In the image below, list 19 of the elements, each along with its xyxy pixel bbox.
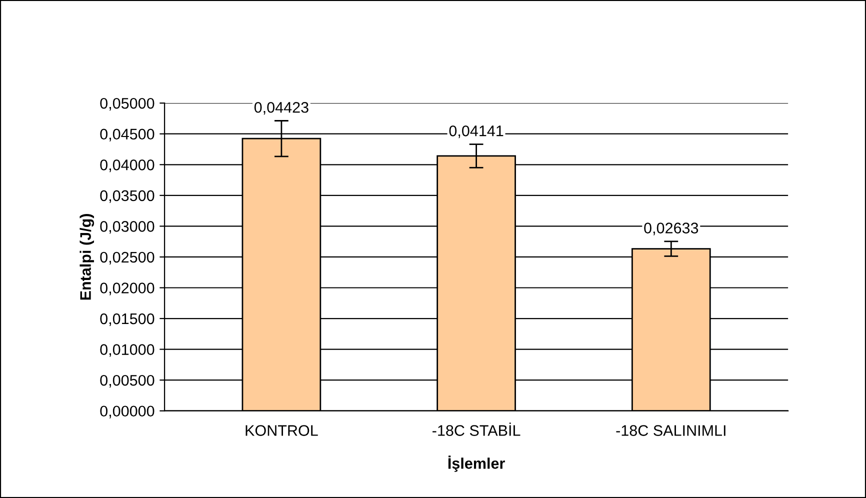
x-axis-title: İşlemler	[448, 456, 505, 472]
x-tick-label: KONTROL	[246, 425, 318, 436]
x-tick-label: -18C STABİL	[432, 422, 520, 436]
data-label: 0,04423	[254, 102, 308, 115]
y-tick-label: 0,00000	[100, 406, 154, 418]
data-label: 0,02633	[644, 222, 698, 236]
y-tick-label: 0,02500	[100, 252, 154, 264]
y-tick-label: 0,00500	[100, 374, 154, 388]
y-tick-label: 0,03500	[100, 190, 154, 203]
y-tick-label: 0,02000	[100, 282, 154, 296]
y-tick-label: 0,01000	[100, 344, 154, 357]
y-tick-label: 0,04000	[100, 160, 154, 172]
y-tick-label: 0,01500	[100, 313, 154, 326]
y-tick-label: 0,05000	[100, 98, 154, 111]
y-tick-label: 0,04500	[100, 128, 154, 142]
y-axis-title: Entalpi (J/g)	[80, 214, 94, 300]
data-label: 0,04141	[449, 126, 504, 138]
x-tick-label: -18C SALINIMLI	[616, 425, 726, 436]
y-tick-label: 0,03000	[100, 221, 154, 234]
